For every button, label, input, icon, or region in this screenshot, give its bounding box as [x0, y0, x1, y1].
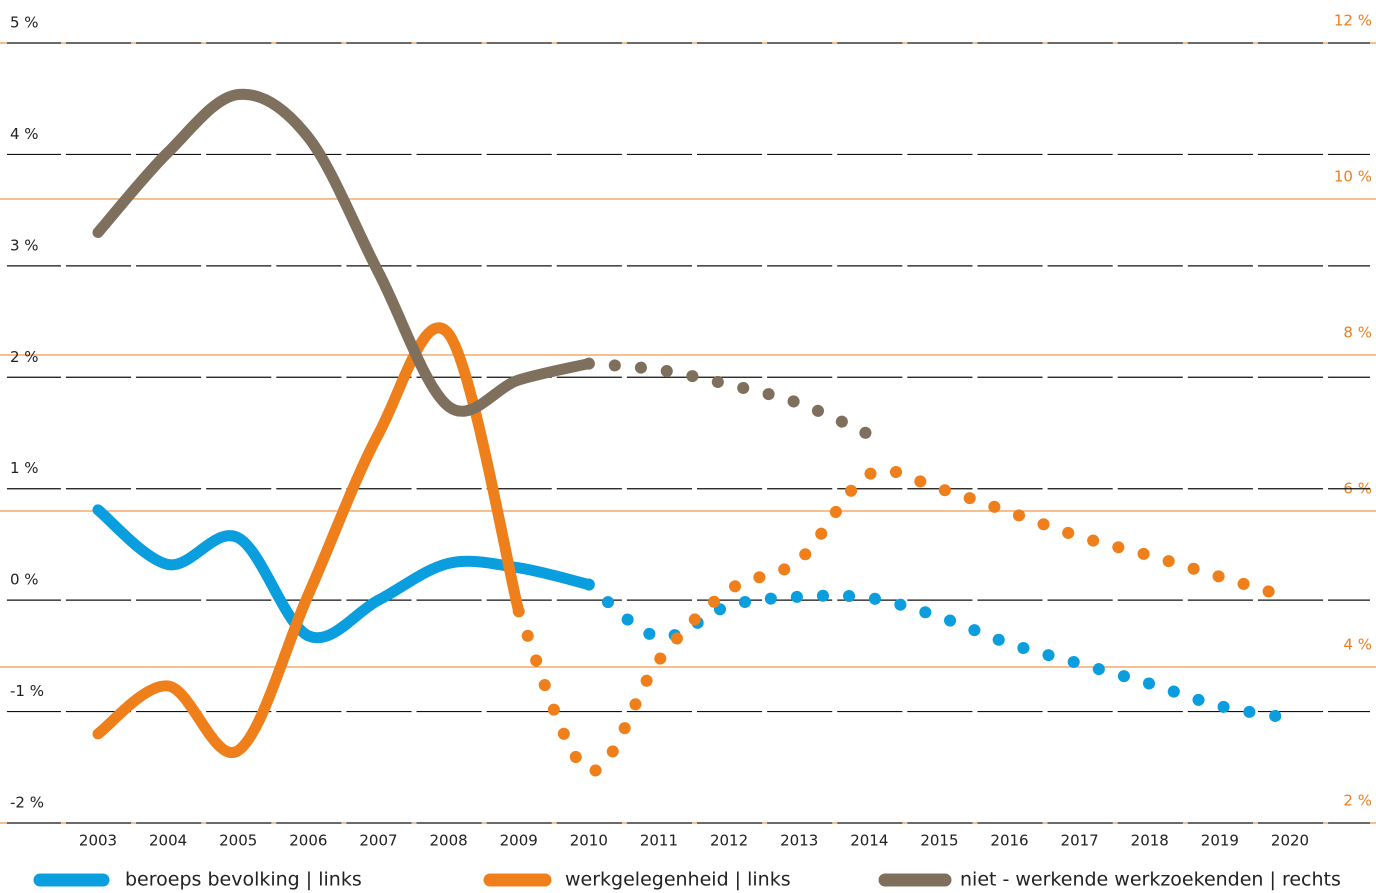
y2-tick-label: 8 %	[1343, 324, 1372, 342]
x-tick-label: 2011	[640, 832, 678, 850]
x-tick-label: 2007	[359, 832, 397, 850]
y-tick-label: 5 %	[10, 14, 39, 32]
series-dots	[512, 464, 1296, 777]
y2-tick-label: 4 %	[1343, 636, 1372, 654]
x-tick-label: 2017	[1061, 832, 1099, 850]
x-tick-label: 2015	[920, 832, 958, 850]
x-tick-label: 2018	[1131, 832, 1169, 850]
series-dots	[582, 578, 1296, 725]
y-tick-label: 3 %	[10, 236, 39, 254]
x-tick-label: 2009	[500, 832, 538, 850]
y2-tick-label: 12 %	[1334, 12, 1372, 30]
x-tick-label: 2006	[289, 832, 327, 850]
y2-tick-label: 10 %	[1334, 168, 1372, 186]
legend-label: beroeps bevolking | links	[125, 869, 362, 891]
series-line	[92, 322, 525, 758]
series-dots	[582, 357, 876, 441]
x-tick-label: 2008	[429, 832, 467, 850]
y-tick-label: -1 %	[10, 682, 44, 700]
y-tick-label: -2 %	[10, 794, 44, 812]
y-tick-label: 4 %	[10, 125, 39, 143]
y-tick-label: 0 %	[10, 571, 39, 589]
y-tick-label: 2 %	[10, 348, 39, 366]
x-tick-label: 2020	[1271, 832, 1309, 850]
x-tick-label: 2013	[780, 832, 818, 850]
x-tick-label: 2019	[1201, 832, 1239, 850]
x-tick-label: 2004	[149, 832, 187, 850]
legend-label: werkgelegenheid | links	[565, 869, 791, 891]
x-tick-label: 2012	[710, 832, 748, 850]
x-tick-label: 2014	[850, 832, 888, 850]
legend-label: niet - werkende werkzoekenden | rechts	[960, 869, 1341, 891]
x-tick-label: 2005	[219, 832, 257, 850]
x-tick-label: 2010	[570, 832, 608, 850]
series-line	[92, 88, 595, 417]
y2-tick-label: 2 %	[1343, 792, 1372, 810]
x-tick-label: 2003	[79, 832, 117, 850]
y-tick-label: 1 %	[10, 459, 39, 477]
x-tick-label: 2016	[990, 832, 1028, 850]
